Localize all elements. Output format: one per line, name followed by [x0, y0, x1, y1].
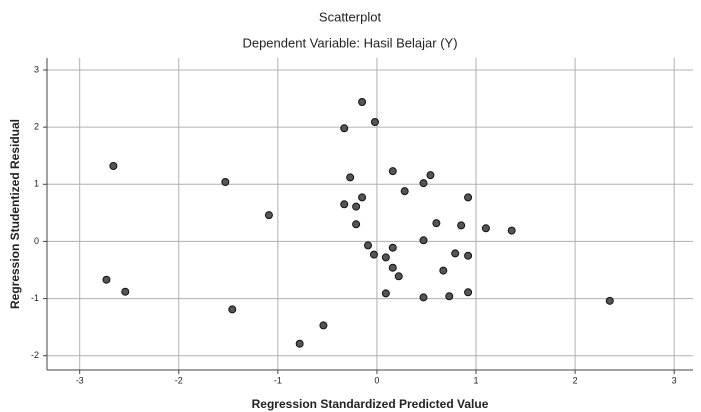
point [320, 322, 327, 329]
point [382, 254, 389, 261]
x-tick-label: 3 [672, 375, 677, 385]
point [440, 267, 447, 274]
point [359, 99, 366, 106]
point [389, 264, 396, 271]
point [458, 222, 465, 229]
point [370, 251, 377, 258]
point [103, 276, 110, 283]
chart: Scatterplot Dependent Variable: Hasil Be… [0, 0, 701, 412]
point [222, 179, 229, 186]
point [427, 172, 434, 179]
point [365, 242, 372, 249]
point [482, 225, 489, 232]
point [341, 125, 348, 132]
point [353, 221, 360, 228]
point [433, 220, 440, 227]
x-tick-label: -3 [76, 375, 84, 385]
y-tick-label: -1 [31, 293, 39, 303]
x-axis-title: Regression Standardized Predicted Value [252, 397, 489, 411]
y-axis-title: Regression Studentized Residual [8, 119, 22, 309]
x-tick-label: 2 [573, 375, 578, 385]
point [395, 273, 402, 280]
point [452, 250, 459, 257]
point [353, 203, 360, 210]
y-tick-label: 1 [34, 179, 39, 189]
point [389, 244, 396, 251]
point [359, 194, 366, 201]
point [371, 119, 378, 126]
point [341, 201, 348, 208]
point [296, 340, 303, 347]
point [465, 289, 472, 296]
point [347, 174, 354, 181]
point [420, 294, 427, 301]
background [0, 0, 701, 412]
x-tick-label: 1 [474, 375, 479, 385]
point [465, 252, 472, 259]
chart-subtitle: Dependent Variable: Hasil Belajar (Y) [242, 35, 457, 50]
y-tick-label: 0 [34, 236, 39, 246]
y-tick-label: 2 [34, 122, 39, 132]
x-tick-label: 0 [374, 375, 379, 385]
point [420, 237, 427, 244]
point [446, 293, 453, 300]
point [229, 306, 236, 313]
point [606, 297, 613, 304]
y-tick-label: -2 [31, 350, 39, 360]
point [110, 163, 117, 170]
point [508, 227, 515, 234]
point [465, 194, 472, 201]
point [122, 288, 129, 295]
x-tick-label: -1 [274, 375, 282, 385]
point [389, 168, 396, 175]
point [382, 290, 389, 297]
x-tick-label: -2 [175, 375, 183, 385]
chart-title: Scatterplot [319, 9, 382, 24]
point [401, 188, 408, 195]
point [420, 180, 427, 187]
point [265, 212, 272, 219]
y-tick-label: 3 [34, 64, 39, 74]
